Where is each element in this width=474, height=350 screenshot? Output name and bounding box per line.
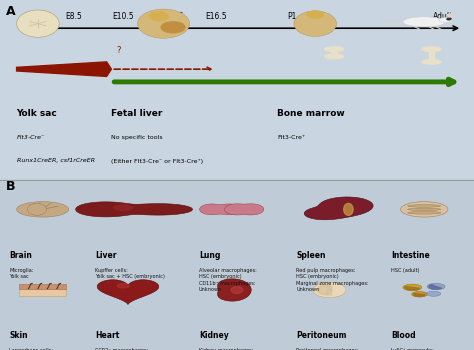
Text: Kupffer cells:
Yolk sac + HSC (embryonic): Kupffer cells: Yolk sac + HSC (embryonic…: [95, 268, 164, 279]
Circle shape: [447, 19, 451, 20]
Text: Ly6C⁺ monocyte:
HSC (adult)
Ly6C⁻ monocyte:
HSC (adult): Ly6C⁺ monocyte: HSC (adult) Ly6C⁻ monocy…: [391, 348, 434, 350]
Text: Fetal liver: Fetal liver: [111, 109, 163, 118]
Ellipse shape: [17, 10, 59, 37]
Text: Blood: Blood: [391, 331, 416, 340]
Text: Flt3-Cre⁺: Flt3-Cre⁺: [277, 135, 305, 140]
Text: E8.5: E8.5: [65, 12, 82, 21]
Text: Bone marrow: Bone marrow: [277, 109, 345, 118]
Text: Alveolar macrophages:
HSC (embryonic)
CD11bⁱᶜ macrophages:
Unknown: Alveolar macrophages: HSC (embryonic) CD…: [199, 268, 257, 293]
Ellipse shape: [408, 208, 441, 211]
Text: E16.5: E16.5: [205, 12, 227, 21]
Ellipse shape: [294, 11, 337, 36]
Text: B: B: [6, 180, 15, 193]
Text: E6.5: E6.5: [25, 12, 42, 21]
Ellipse shape: [427, 284, 445, 290]
Text: Langerhans cells:
Yolk sac and HSC (embryonic)
Dermal macrophages:
HSC (adult): Langerhans cells: Yolk sac and HSC (embr…: [9, 348, 84, 350]
Polygon shape: [200, 204, 241, 215]
Ellipse shape: [118, 284, 129, 288]
Ellipse shape: [318, 285, 332, 295]
Ellipse shape: [327, 294, 332, 296]
Polygon shape: [17, 62, 111, 76]
Ellipse shape: [327, 292, 332, 293]
Ellipse shape: [325, 54, 344, 59]
Text: ?: ?: [116, 46, 120, 55]
Text: Liver: Liver: [95, 251, 116, 260]
Wedge shape: [414, 294, 425, 296]
Text: No specific tools: No specific tools: [111, 135, 163, 140]
Ellipse shape: [137, 9, 190, 38]
Text: Kidney: Kidney: [199, 331, 229, 340]
Text: Runx1CreER, csf1rCreER: Runx1CreER, csf1rCreER: [17, 158, 95, 163]
Text: A: A: [6, 6, 15, 19]
Ellipse shape: [327, 289, 332, 290]
Polygon shape: [224, 204, 264, 215]
Text: HSC (adult): HSC (adult): [391, 268, 419, 273]
Polygon shape: [76, 202, 192, 217]
Polygon shape: [304, 197, 373, 220]
Bar: [332, 49, 337, 56]
Ellipse shape: [408, 205, 441, 207]
Text: Brain: Brain: [9, 251, 32, 260]
Text: Peritoneal macrophages:
HSC (embryonic): Peritoneal macrophages: HSC (embryonic): [296, 348, 359, 350]
FancyBboxPatch shape: [19, 284, 66, 289]
Text: CCR2⁻ macrophages:
Yolk sac + HSC (embryonic and adult)
CCR2⁺ macrophages:
HSC (: CCR2⁻ macrophages: Yolk sac + HSC (embry…: [95, 348, 190, 350]
Ellipse shape: [408, 211, 441, 214]
Ellipse shape: [149, 12, 168, 21]
Ellipse shape: [403, 284, 422, 290]
Text: Kidney macrophages:
HSC (embryonic and adult?): Kidney macrophages: HSC (embryonic and a…: [199, 348, 270, 350]
Text: Skin: Skin: [9, 331, 28, 340]
Ellipse shape: [439, 18, 452, 22]
Ellipse shape: [313, 282, 346, 298]
Ellipse shape: [447, 14, 453, 17]
Ellipse shape: [231, 287, 243, 293]
Bar: [429, 49, 434, 62]
Text: P1: P1: [287, 12, 296, 21]
FancyBboxPatch shape: [19, 289, 66, 296]
Text: Flt3-Cre⁻: Flt3-Cre⁻: [17, 135, 45, 140]
Text: (Either Flt3-Cre⁻ or Flt3-Cre⁺): (Either Flt3-Cre⁻ or Flt3-Cre⁺): [111, 158, 203, 163]
Ellipse shape: [344, 203, 353, 215]
Text: Heart: Heart: [95, 331, 119, 340]
Ellipse shape: [307, 11, 324, 18]
Ellipse shape: [161, 22, 185, 33]
Ellipse shape: [114, 205, 133, 210]
Ellipse shape: [422, 60, 441, 64]
Ellipse shape: [27, 203, 46, 215]
Ellipse shape: [327, 284, 332, 286]
Text: Yolk sac: Yolk sac: [17, 109, 57, 118]
Text: Adult: Adult: [433, 12, 453, 21]
Text: E10.5: E10.5: [112, 12, 134, 21]
Polygon shape: [218, 279, 251, 301]
Text: Microglia:
Yolk sac: Microglia: Yolk sac: [9, 268, 34, 279]
Text: E12.5: E12.5: [162, 12, 184, 21]
Ellipse shape: [401, 202, 448, 217]
Ellipse shape: [411, 292, 428, 297]
Text: Red pulp macrophages:
HSC (embryonic)
Marginal zone macrophages:
Unknown: Red pulp macrophages: HSC (embryonic) Ma…: [296, 268, 369, 293]
Ellipse shape: [325, 47, 344, 51]
Text: Intestine: Intestine: [391, 251, 430, 260]
Ellipse shape: [17, 202, 69, 217]
Polygon shape: [97, 280, 159, 304]
Text: Peritoneum: Peritoneum: [296, 331, 347, 340]
Text: Spleen: Spleen: [296, 251, 326, 260]
Ellipse shape: [427, 291, 441, 296]
Text: Lung: Lung: [199, 251, 220, 260]
Ellipse shape: [403, 17, 446, 27]
Ellipse shape: [422, 47, 441, 51]
Wedge shape: [429, 285, 441, 289]
Wedge shape: [405, 286, 419, 290]
Ellipse shape: [327, 287, 332, 288]
